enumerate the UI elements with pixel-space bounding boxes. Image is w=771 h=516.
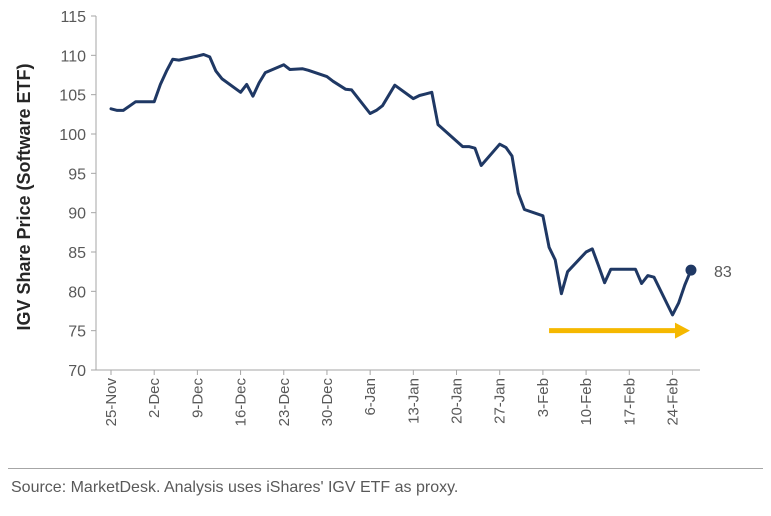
x-tick-label: 9-Dec bbox=[189, 378, 206, 419]
source-note: Source: MarketDesk. Analysis uses iShare… bbox=[11, 479, 459, 496]
x-tick-label: 24-Feb bbox=[664, 378, 681, 426]
x-tick-label: 30-Dec bbox=[319, 378, 336, 427]
y-tick-label: 100 bbox=[59, 127, 86, 144]
x-tick-label: 23-Dec bbox=[276, 378, 293, 427]
x-tick-label: 25-Nov bbox=[103, 378, 120, 427]
annotation-layer: 83 bbox=[549, 264, 732, 339]
x-tick-label: 20-Jan bbox=[449, 378, 466, 424]
end-point-label: 83 bbox=[714, 264, 732, 281]
trend-arrow-head bbox=[674, 322, 690, 339]
x-tick-labels: 25-Nov 2-Dec 9-Dec 16-Dec 23-Dec 30-Dec 6-Jan 1… bbox=[103, 378, 681, 427]
y-tick-label: 105 bbox=[59, 88, 86, 105]
y-tick-labels: 70 75 80 85 90 95 100 105 110 115 bbox=[59, 9, 86, 380]
series-layer bbox=[109, 53, 693, 317]
y-tick-label: 85 bbox=[68, 245, 86, 262]
x-tick-label: 2-Dec bbox=[146, 378, 163, 419]
x-tick-label: 6-Jan bbox=[362, 378, 379, 416]
x-tick-label: 3-Feb bbox=[535, 378, 552, 417]
y-axis-label: IGV Share Price (Software ETF) bbox=[14, 63, 34, 330]
x-tick-label: 17-Feb bbox=[621, 378, 638, 426]
y-tick-label: 80 bbox=[68, 284, 86, 301]
series-line bbox=[109, 53, 693, 317]
y-axis-label-group: IGV Share Price (Software ETF) bbox=[14, 63, 34, 330]
axes bbox=[91, 15, 700, 375]
end-point-marker bbox=[685, 264, 697, 276]
x-tick-label: 16-Dec bbox=[233, 378, 250, 427]
y-tick-label: 75 bbox=[68, 324, 86, 341]
line-chart: IGV Share Price (Software ETF) 70 75 80 85 9… bbox=[14, 9, 732, 427]
x-tick-label: 10-Feb bbox=[578, 378, 595, 426]
x-tick-label: 13-Jan bbox=[405, 378, 422, 424]
y-tick-label: 110 bbox=[60, 48, 86, 65]
source-divider bbox=[8, 468, 763, 469]
y-tick-label: 115 bbox=[60, 9, 86, 26]
y-tick-label: 90 bbox=[68, 206, 86, 223]
y-tick-label: 95 bbox=[68, 166, 86, 183]
y-tick-label: 70 bbox=[68, 363, 86, 380]
x-tick-label: 27-Jan bbox=[492, 378, 509, 424]
